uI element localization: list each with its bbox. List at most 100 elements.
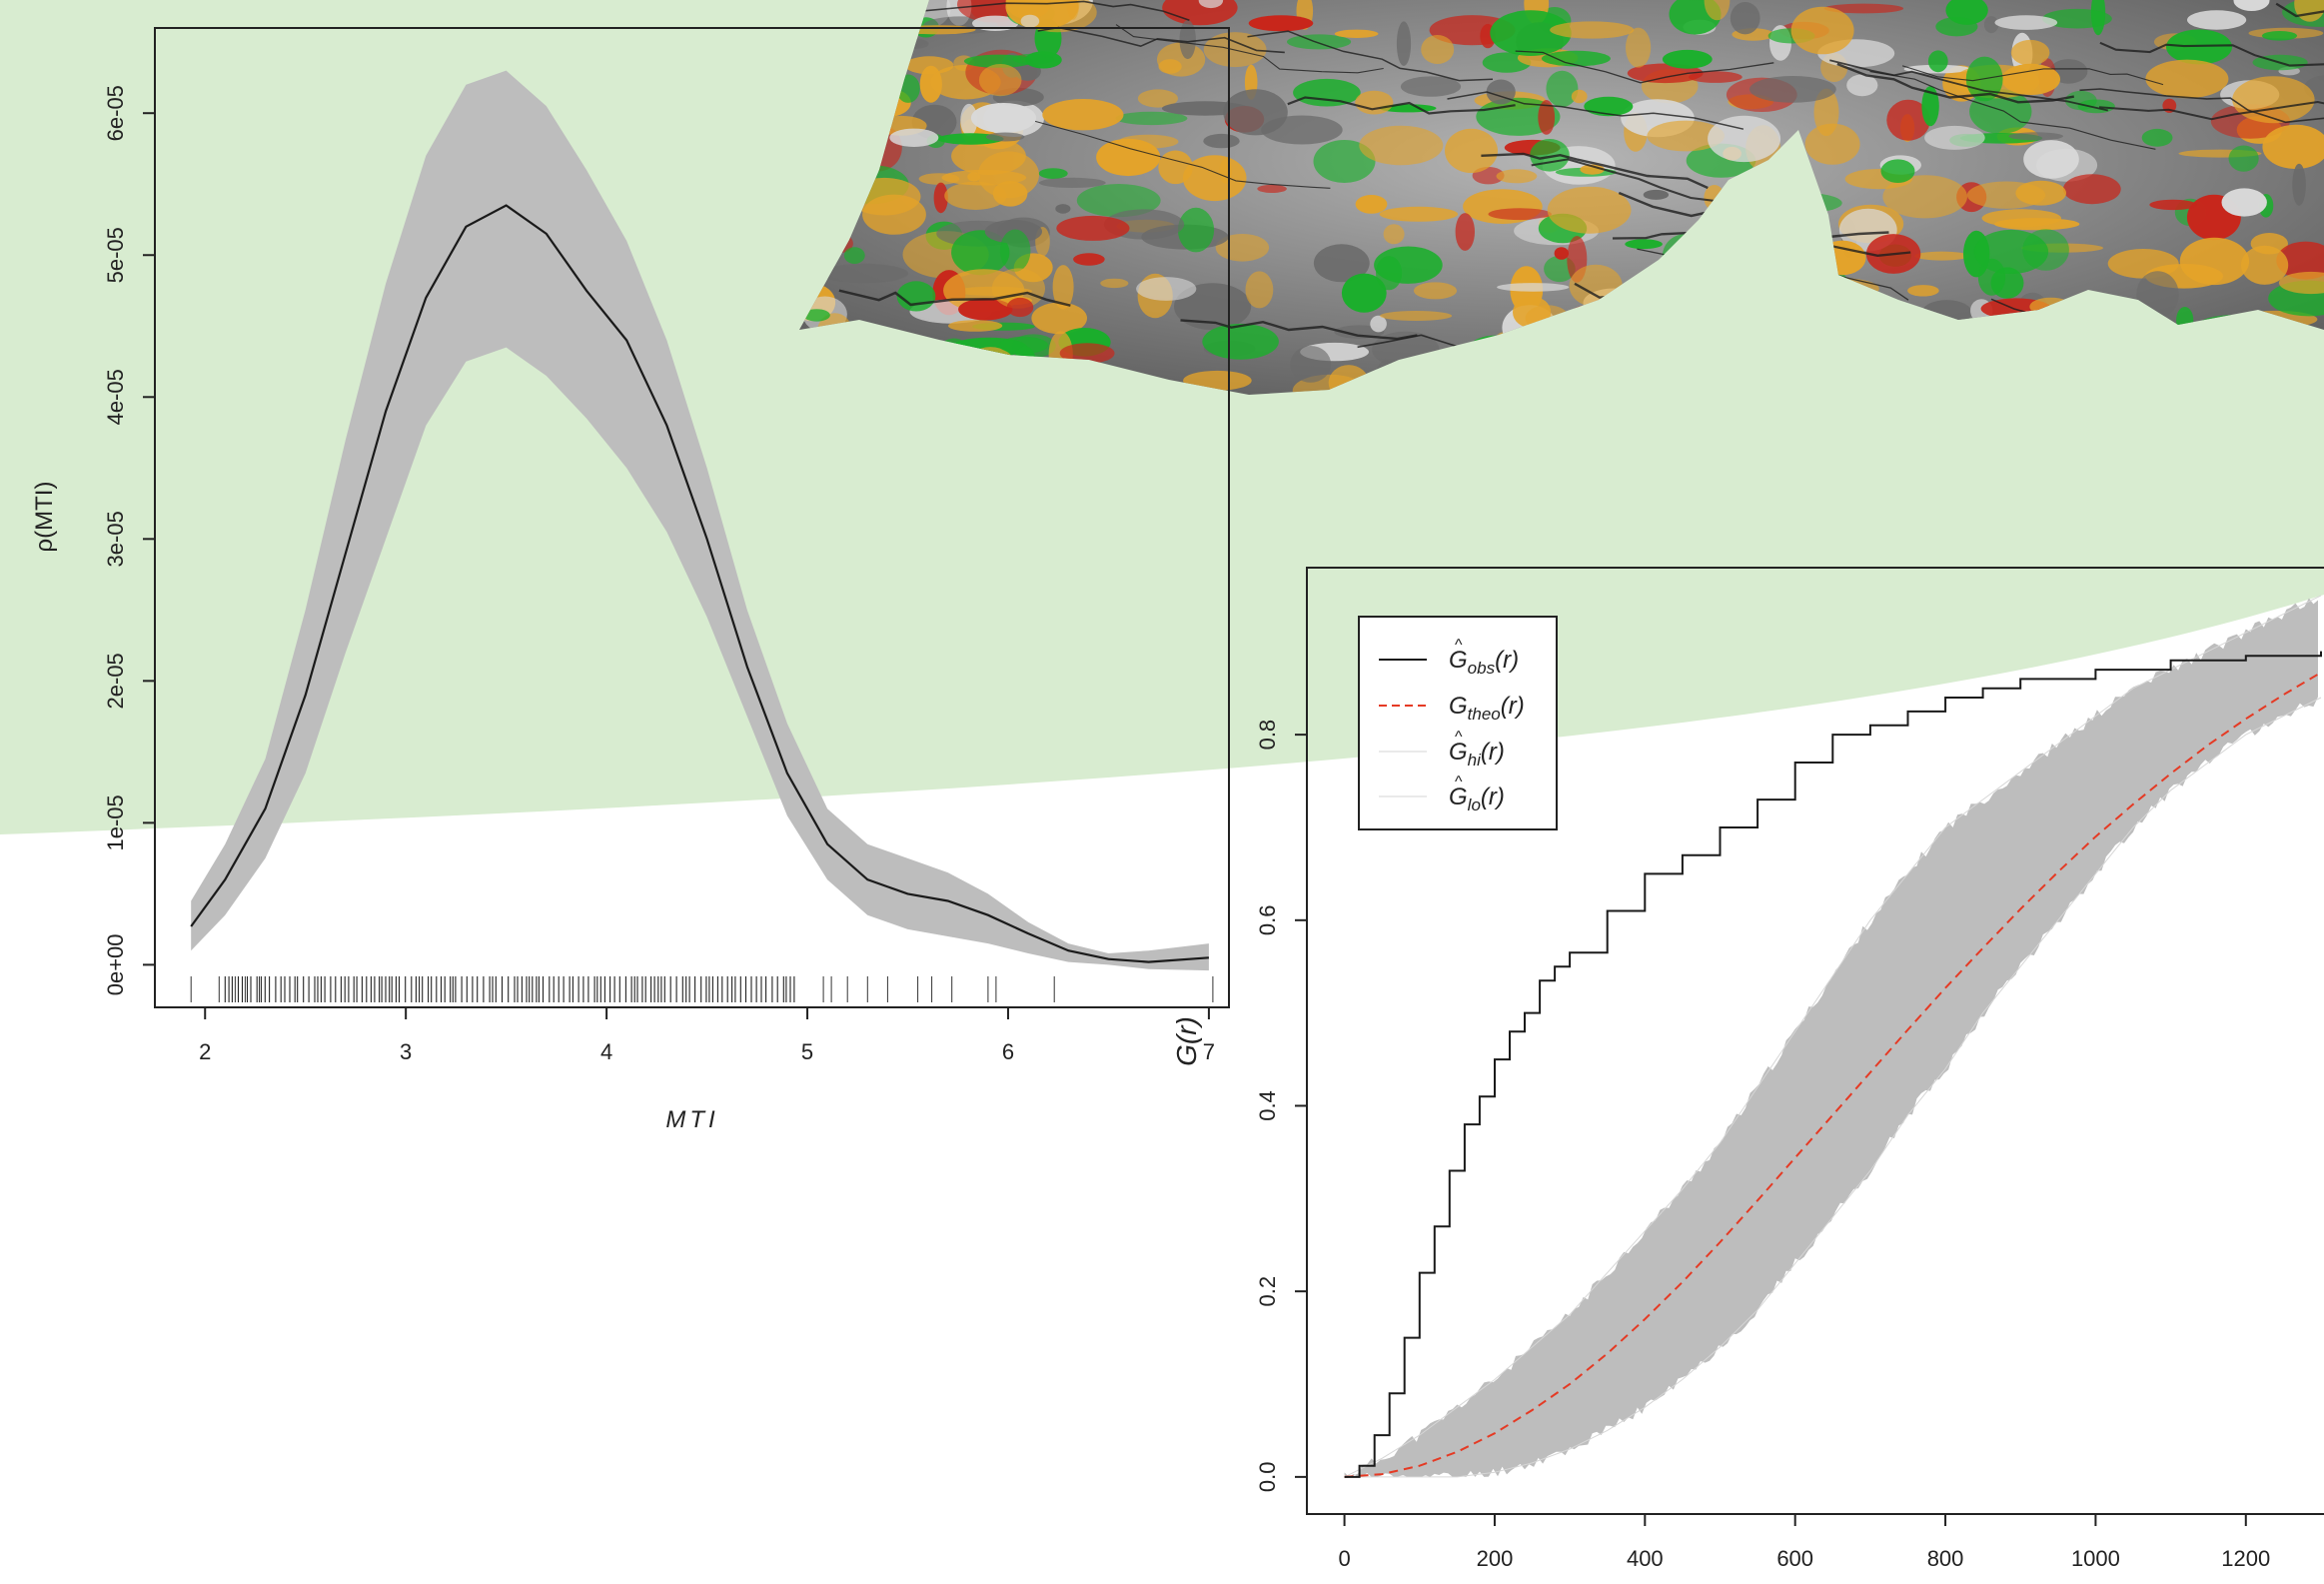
- terrain-patch: [985, 132, 1025, 142]
- y-tick-label: 0.8: [1255, 720, 1280, 751]
- terrain-patch: [2062, 174, 2121, 205]
- terrain-patch: [1059, 343, 1115, 364]
- terrain-patch: [1924, 125, 1985, 150]
- terrain-patch: [1223, 89, 1288, 136]
- terrain-patch: [1370, 315, 1387, 333]
- terrain-patch: [1662, 49, 1713, 69]
- terrain-patch: [1846, 74, 1878, 97]
- terrain-patch: [998, 336, 1048, 354]
- terrain-ridge: [1515, 50, 1774, 84]
- terrain-patch: [1203, 133, 1240, 149]
- y-tick-label: 4e-05: [103, 369, 128, 425]
- terrain-patch: [1219, 158, 1232, 184]
- terrain-patch: [1100, 278, 1129, 289]
- terrain-patch: [1248, 15, 1314, 32]
- terrain-patch: [1455, 213, 1476, 251]
- terrain-ridge: [1901, 65, 2164, 86]
- terrain-patch: [2107, 248, 2179, 279]
- terrain-patch: [2304, 75, 2324, 101]
- terrain-patch: [1981, 209, 2061, 228]
- terrain-ridge: [1829, 59, 2108, 112]
- plot-frame: [1306, 567, 2324, 1515]
- terrain-patch: [1546, 70, 1579, 108]
- y-axis-label: G(r): [1171, 1016, 1202, 1066]
- envelope-band: [1344, 598, 2318, 1477]
- terrain-patch: [1182, 155, 1247, 202]
- terrain-patch: [2149, 199, 2197, 211]
- terrain-patch: [2278, 271, 2324, 295]
- terrain-patch: [992, 181, 1028, 207]
- g-theo-line: [1344, 672, 2322, 1478]
- terrain-patch: [1020, 14, 1040, 28]
- y-axis: 0e+00 1e-05 2e-05 3e-05 4e-05 5e-05 6e-05: [103, 85, 155, 995]
- terrain-patch: [2276, 241, 2324, 280]
- y-tick-label: 0.6: [1255, 905, 1280, 936]
- terrain-patch: [960, 103, 978, 137]
- terrain-patch: [2221, 188, 2267, 217]
- terrain-patch: [802, 309, 830, 322]
- terrain-patch: [1547, 186, 1632, 234]
- terrain-patch: [2015, 180, 2066, 206]
- terrain-patch: [2041, 8, 2112, 29]
- terrain-ridge: [1447, 91, 1744, 130]
- legend-hat-hi: ^: [1455, 729, 1463, 746]
- terrain-patch: [1488, 208, 1552, 221]
- terrain-ridge: [1037, 26, 1285, 54]
- terrain-patch: [2145, 59, 2229, 99]
- y-tick-label: 0.2: [1255, 1276, 1280, 1307]
- g-lo-line: [1344, 697, 2322, 1478]
- terrain-patch: [1198, 0, 1224, 9]
- x-tick-label: 600: [1776, 1546, 1813, 1571]
- terrain-patch: [1983, 16, 1999, 34]
- x-tick-label: 1000: [2071, 1546, 2120, 1571]
- y-tick-label: 0.4: [1255, 1090, 1280, 1121]
- terrain-ridge: [2099, 41, 2324, 67]
- terrain-patch: [1907, 285, 1939, 297]
- terrain-ridge: [2079, 88, 2324, 124]
- terrain-patch: [1006, 297, 1034, 318]
- terrain-patch: [1073, 253, 1105, 266]
- terrain-patch: [889, 128, 939, 147]
- terrain-patch: [1056, 215, 1130, 241]
- terrain-patch: [948, 320, 1003, 332]
- terrain-ridge: [1481, 152, 1709, 190]
- density-curve: [190, 204, 1209, 963]
- y-tick-label: 5e-05: [103, 227, 128, 283]
- terrain-patch: [1313, 140, 1376, 183]
- terrain-patch: [1359, 125, 1444, 166]
- terrain-patch: [1066, 0, 1080, 20]
- legend-label-lo: Glo(r): [1449, 784, 1505, 814]
- terrain-patch: [820, 263, 908, 284]
- terrain-ridge: [1180, 319, 1418, 341]
- x-tick-label: 6: [1002, 1039, 1014, 1064]
- g-function-chart: 0 200 400 600 800 1000 1200 0.0 0.2 0.4 0.6 0.8 G(…: [1171, 567, 2324, 1571]
- terrain-patch: [1383, 224, 1405, 245]
- legend: Gobs(r) ^ Gtheo(r) Ghi(r) ^ Glo(r) ^: [1358, 616, 1558, 830]
- terrain-patch: [1994, 15, 2058, 30]
- terrain-patch: [918, 173, 960, 185]
- y-tick-label: 0e+00: [103, 933, 128, 995]
- terrain-patch: [1643, 189, 1670, 200]
- terrain-patch: [1293, 78, 1361, 107]
- terrain-patch: [1380, 311, 1453, 321]
- terrain-patch: [1625, 239, 1663, 250]
- terrain-patch: [1341, 273, 1387, 313]
- terrain-patch: [1496, 169, 1538, 184]
- terrain-patch: [1400, 76, 1462, 97]
- x-tick-label: 0: [1338, 1546, 1350, 1571]
- terrain-patch: [1445, 128, 1498, 173]
- terrain-patch: [2261, 31, 2298, 41]
- x-tick-label: 3: [400, 1039, 412, 1064]
- terrain-patch: [1823, 3, 1904, 14]
- x-tick-label: 1200: [2221, 1546, 2270, 1571]
- terrain-patch: [1486, 79, 1516, 105]
- terrain-patch: [2262, 124, 2324, 170]
- terrain-patch: [1945, 0, 1988, 25]
- terrain-patch: [2141, 128, 2173, 147]
- terrain-patch: [896, 281, 936, 312]
- terrain-ridge: [1287, 96, 1516, 115]
- terrain-patch: [1914, 251, 1969, 261]
- terrain-patch: [1177, 207, 1215, 253]
- density-chart: 2 3 4 5 6 7 0e+00 1e-05 2e-05 3e-05 4e-05 5e-05 6e-…: [31, 27, 1230, 1133]
- terrain-patch: [1379, 206, 1459, 222]
